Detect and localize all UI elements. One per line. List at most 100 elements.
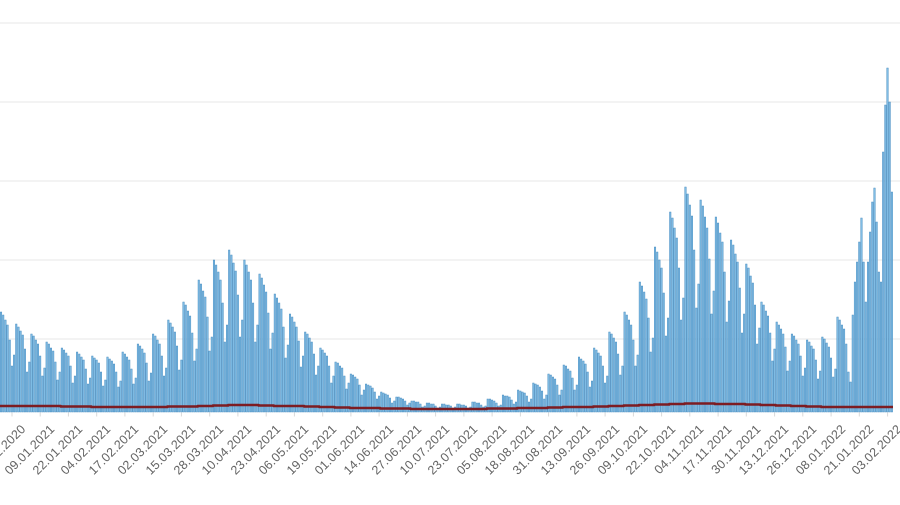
bar [597,352,600,413]
bar [136,343,139,413]
bar [84,368,87,413]
bar [493,400,496,413]
bar [475,402,478,413]
bar [521,391,524,413]
bar [428,402,431,413]
bar [339,365,341,413]
dark-red-line-series [0,402,893,411]
bar [864,301,867,413]
bar [667,317,670,413]
bar [404,400,407,413]
bar [425,402,428,413]
bar [890,191,893,413]
bar [145,362,148,413]
bar [743,313,746,413]
bar [230,254,233,413]
bar [606,375,609,413]
bar [399,397,402,413]
bar [788,360,791,413]
bar [17,326,20,413]
bar [199,283,202,413]
bar [30,333,33,413]
bar [328,365,331,413]
bar [317,365,320,413]
bar [740,332,743,413]
bar [832,376,835,413]
bar [612,337,615,413]
bar [658,259,661,413]
bar [97,362,100,413]
bar [178,369,181,413]
bar [669,211,672,413]
bar [115,371,118,413]
bar [771,360,774,413]
bar [334,361,337,413]
bar [790,333,793,413]
bar [258,273,261,413]
bar [738,287,741,413]
bar [769,332,772,413]
bar [593,347,596,413]
bar [208,350,211,413]
bar [154,335,157,413]
bar [588,386,591,413]
bar [395,396,398,413]
bar [380,391,383,413]
bar [845,343,848,413]
bar [130,368,133,413]
bar [21,334,24,413]
bar [782,333,785,413]
bar [330,382,333,413]
bar [560,389,563,413]
bar [619,374,622,413]
bar [721,241,724,413]
bar [95,359,98,413]
bar [262,284,265,413]
bar [306,333,309,413]
bar [556,384,559,413]
bar [758,327,761,413]
bar [293,321,296,413]
bar [564,365,567,413]
bar [260,277,263,413]
bar [236,294,239,413]
bar [69,365,72,413]
bar [673,227,676,413]
bar [571,377,574,413]
bar [538,386,541,413]
bar [184,304,187,413]
bar [777,324,780,413]
bar [821,336,824,413]
bar [851,314,854,413]
bar [365,383,368,413]
bar [143,352,146,413]
bar [641,285,643,413]
bar [745,263,748,413]
bar [649,351,652,413]
bar [643,291,646,413]
bar [273,293,276,413]
bar [690,215,693,413]
bar [63,349,66,413]
bar [360,394,363,413]
bar [289,313,292,413]
bar [543,398,546,413]
bar [749,275,752,413]
bar [91,355,94,413]
bar [686,193,689,413]
bar [621,365,624,413]
bar [675,237,678,413]
bar [873,187,876,413]
bar [501,394,504,413]
bar [730,239,733,413]
bar [123,353,126,413]
bar [651,337,654,413]
bar [508,396,511,413]
bar [677,267,680,413]
bar [812,348,815,413]
bar [171,326,174,413]
bar [275,297,278,413]
bar [221,302,224,413]
bar [799,355,802,413]
